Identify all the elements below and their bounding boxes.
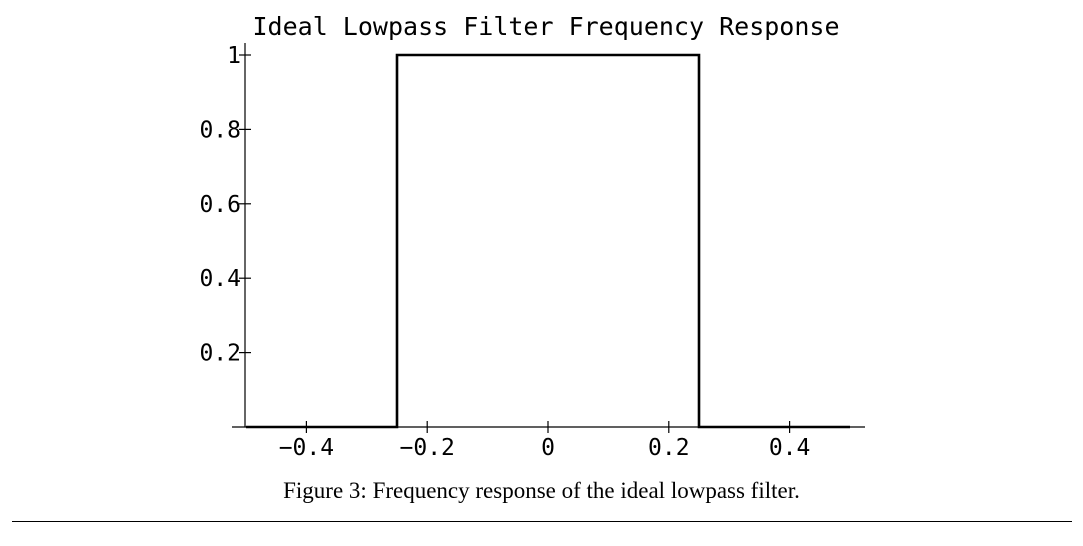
axes bbox=[232, 43, 865, 428]
y-tick-label: 1 bbox=[227, 43, 241, 69]
y-tick-label: 0.8 bbox=[199, 117, 241, 143]
x-tick-label: −0.2 bbox=[400, 435, 455, 461]
x-tick-label: −0.4 bbox=[279, 435, 334, 461]
x-tick-label: 0.2 bbox=[648, 435, 690, 461]
x-tick-label: 0.4 bbox=[769, 435, 811, 461]
chart: Ideal Lowpass Filter Frequency Response … bbox=[199, 12, 865, 461]
y-tick-label: 0.2 bbox=[199, 341, 241, 367]
y-tick-label: 0.6 bbox=[199, 192, 241, 218]
chart-title: Ideal Lowpass Filter Frequency Response bbox=[253, 12, 840, 41]
y-tick-label: 0.4 bbox=[199, 266, 241, 292]
x-tick-label: 0 bbox=[541, 435, 555, 461]
figure-caption: Figure 3: Frequency response of the idea… bbox=[283, 478, 800, 503]
series-line bbox=[246, 53, 850, 429]
series bbox=[246, 53, 850, 429]
ticks: 0.2 0.4 0.6 0.8 1 −0.4 −0.2 0 0.2 0.4 bbox=[199, 43, 810, 461]
footer-rule bbox=[12, 521, 1072, 522]
